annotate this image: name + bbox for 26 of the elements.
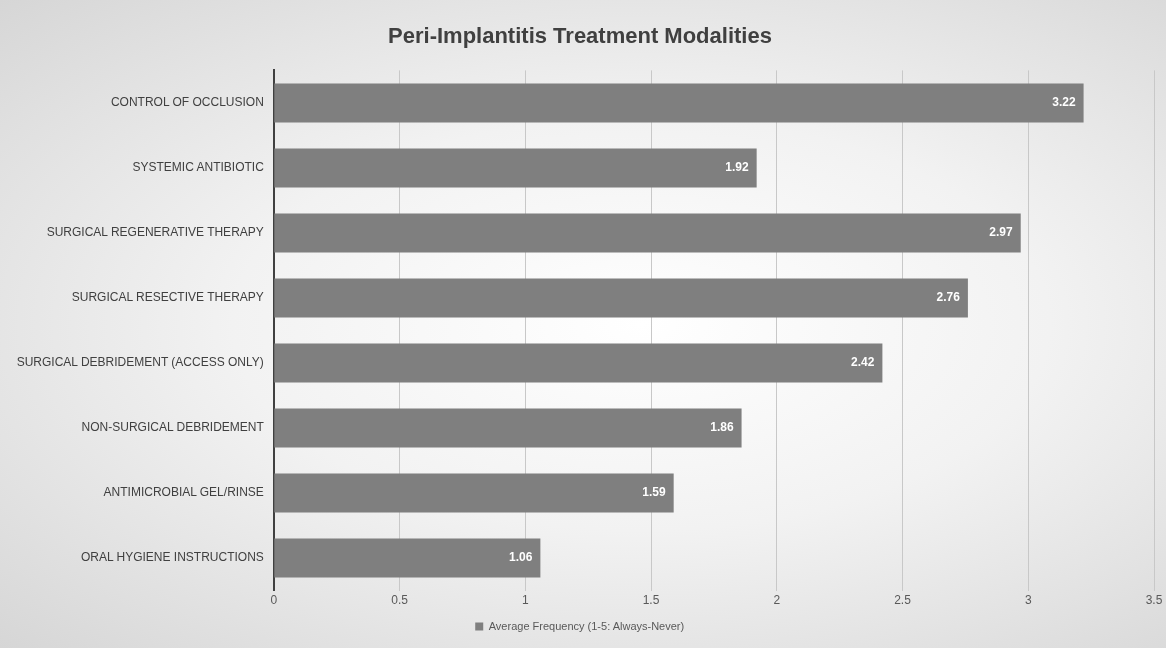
chart-title: Peri-Implantitis Treatment Modalities [388,23,772,49]
legend-label: Average Frequency (1-5: Always-Never) [488,619,685,632]
x-tick-label: 0 [270,593,278,608]
data-label: 2.97 [989,225,1014,240]
data-label: 1.59 [642,485,666,500]
x-tick-label: 2 [773,593,781,608]
x-tick-label: 1 [521,593,529,608]
y-tick-label: ORAL HYGIENE INSTRUCTIONS [80,550,264,565]
y-tick-label: ANTIMICROBIAL GEL/RINSE [103,485,264,500]
x-tick-label: 0.5 [391,593,409,608]
data-label: 2.76 [936,290,961,305]
y-tick-label: NON-SURGICAL DEBRIDEMENT [81,420,265,435]
x-tick-label: 1.5 [642,593,660,608]
y-tick-label: SURGICAL DEBRIDEMENT (ACCESS ONLY) [16,355,264,370]
data-label: 2.42 [851,355,875,370]
x-tick-label: 3 [1024,593,1032,608]
y-tick-label: SURGICAL RESECTIVE THERAPY [71,290,264,305]
y-tick-label: SYSTEMIC ANTIBIOTIC [132,160,265,175]
y-tick-label: CONTROL OF OCCLUSION [110,95,264,110]
x-tick-label: 2.5 [894,593,912,608]
x-tick-label: 3.5 [1145,593,1163,608]
data-label: 1.06 [509,550,533,565]
data-label: 1.86 [710,420,734,435]
data-label: 3.22 [1052,95,1076,110]
data-label: 1.92 [725,160,749,175]
y-tick-label: SURGICAL REGENERATIVE THERAPY [46,225,264,240]
